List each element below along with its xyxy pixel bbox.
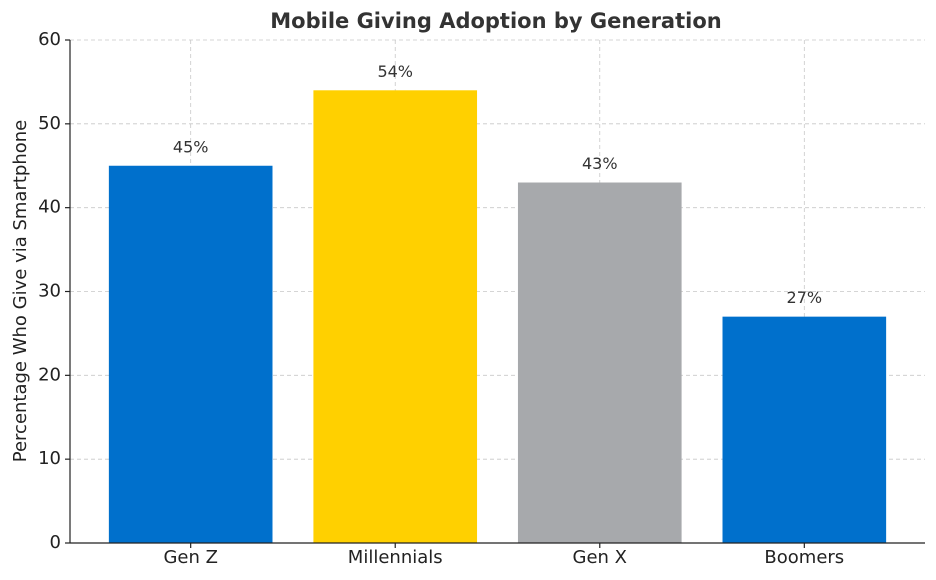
y-tick-label: 60	[38, 29, 61, 50]
data-label: 43%	[582, 154, 618, 173]
y-tick-label: 30	[38, 281, 61, 302]
x-tick-label: Gen Z	[163, 547, 217, 568]
bar	[108, 165, 273, 543]
y-axis-label: Percentage Who Give via Smartphone	[10, 120, 31, 463]
bar	[722, 316, 887, 543]
y-tick-label: 50	[38, 113, 61, 134]
x-tick-label: Millennials	[348, 547, 443, 568]
x-tick-label: Gen X	[573, 547, 627, 568]
data-label: 54%	[377, 62, 413, 81]
y-tick-label: 0	[50, 532, 61, 553]
data-label: 27%	[787, 288, 823, 307]
x-tick-label: Boomers	[764, 547, 844, 568]
y-tick-label: 20	[38, 364, 61, 385]
bar	[313, 90, 478, 544]
data-label: 45%	[173, 137, 209, 156]
bar	[517, 182, 682, 543]
y-tick-label: 10	[38, 448, 61, 469]
y-tick-label: 40	[38, 197, 61, 218]
chart-title: Mobile Giving Adoption by Generation	[270, 9, 721, 33]
